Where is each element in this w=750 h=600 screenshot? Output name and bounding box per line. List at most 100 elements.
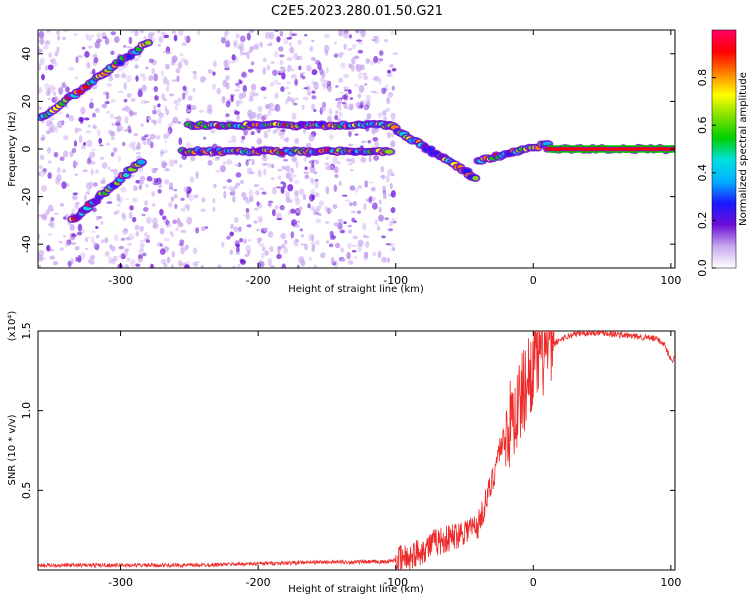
heat-speck bbox=[229, 191, 236, 196]
heat-speck bbox=[258, 218, 263, 224]
heat-speck bbox=[350, 210, 357, 214]
heat-speck bbox=[256, 113, 260, 120]
heat-speck bbox=[389, 242, 396, 248]
heat-speck bbox=[183, 186, 189, 193]
heat-speck bbox=[311, 103, 316, 111]
spectrogram-x-label: Height of straight line (km) bbox=[288, 284, 424, 295]
heat-speck bbox=[347, 229, 353, 234]
heat-speck bbox=[383, 116, 388, 122]
heat-speck bbox=[348, 63, 352, 69]
heat-speck bbox=[341, 94, 348, 100]
heat-speck bbox=[65, 86, 70, 93]
heat-speck bbox=[351, 244, 358, 248]
heat-speck bbox=[129, 110, 134, 117]
heat-speck bbox=[296, 55, 301, 61]
heat-speck bbox=[223, 59, 228, 68]
heat-speck bbox=[226, 39, 230, 42]
heat-speck bbox=[47, 97, 51, 101]
heat-speck bbox=[273, 79, 279, 85]
heat-speck bbox=[95, 107, 100, 113]
heat-speck bbox=[265, 31, 271, 40]
heat-speck bbox=[107, 166, 111, 171]
heat-speck bbox=[47, 160, 52, 164]
heat-speck bbox=[321, 106, 326, 112]
heat-speck bbox=[186, 141, 191, 149]
heat-speck bbox=[192, 87, 196, 93]
heat-speck bbox=[156, 30, 161, 34]
heat-speck bbox=[230, 187, 235, 192]
heat-speck bbox=[258, 202, 263, 209]
heat-speck bbox=[38, 233, 41, 240]
heat-speck bbox=[291, 156, 298, 163]
heat-speck bbox=[145, 134, 151, 137]
heat-speck bbox=[46, 244, 51, 252]
heat-speck bbox=[377, 112, 383, 119]
heat-speck bbox=[296, 220, 301, 224]
heat-speck bbox=[48, 52, 53, 58]
heat-speck bbox=[74, 173, 78, 176]
heat-speck bbox=[294, 137, 300, 144]
heat-speck bbox=[385, 174, 390, 183]
heat-speck bbox=[143, 142, 147, 146]
heat-speck bbox=[262, 67, 267, 75]
heat-speck bbox=[262, 113, 268, 121]
heat-speck bbox=[42, 168, 47, 172]
heat-speck bbox=[286, 37, 292, 40]
heat-speck bbox=[169, 164, 174, 167]
heat-speck bbox=[362, 222, 367, 231]
heat-speck bbox=[332, 204, 338, 210]
heat-speck bbox=[267, 258, 273, 266]
heat-speck bbox=[252, 92, 259, 97]
heat-speck bbox=[47, 64, 54, 71]
heat-speck bbox=[370, 90, 377, 93]
heat-speck bbox=[234, 89, 240, 92]
spectrogram-y-ticks: -40 -20 0 20 40 bbox=[20, 47, 675, 253]
heat-speck bbox=[347, 242, 352, 249]
heat-speck bbox=[310, 205, 315, 212]
heat-speck bbox=[336, 161, 341, 165]
heat-speck bbox=[140, 30, 144, 34]
heat-speck bbox=[231, 54, 236, 61]
heat-speck bbox=[148, 58, 154, 63]
heat-speck bbox=[294, 196, 300, 202]
heat-speck bbox=[308, 256, 312, 261]
heat-speck bbox=[283, 239, 288, 245]
heat-speck bbox=[391, 85, 396, 91]
heat-speck bbox=[320, 252, 326, 259]
heat-speck bbox=[93, 57, 99, 64]
heat-speck bbox=[86, 139, 93, 147]
heat-speck bbox=[43, 44, 49, 50]
heat-speck bbox=[250, 131, 255, 136]
heat-speck bbox=[327, 115, 332, 123]
heat-speck bbox=[321, 101, 327, 108]
heat-speck bbox=[238, 42, 245, 50]
heat-speck bbox=[236, 113, 240, 121]
heat-speck bbox=[84, 50, 90, 58]
heat-speck bbox=[225, 100, 231, 108]
heat-speck bbox=[141, 213, 146, 217]
heat-speck bbox=[59, 202, 65, 207]
heat-speck bbox=[360, 30, 366, 38]
heat-speck bbox=[62, 150, 69, 158]
heat-speck bbox=[371, 202, 378, 210]
heat-speck bbox=[293, 179, 300, 185]
heat-speck bbox=[164, 168, 170, 172]
heat-speck bbox=[130, 259, 136, 267]
heat-speck bbox=[70, 257, 74, 265]
heat-speck bbox=[150, 32, 156, 36]
heat-speck bbox=[179, 222, 184, 228]
heat-speck bbox=[315, 205, 322, 210]
heat-speck bbox=[144, 232, 148, 237]
heat-speck bbox=[38, 30, 45, 39]
heat-speck bbox=[174, 105, 178, 111]
heat-speck bbox=[387, 131, 392, 139]
heat-speck bbox=[390, 30, 394, 36]
heat-speck bbox=[53, 212, 60, 215]
heat-speck bbox=[233, 41, 238, 48]
snr-y-label: SNR (10 * v/v) bbox=[7, 414, 18, 485]
heat-speck bbox=[370, 196, 376, 202]
heat-speck bbox=[302, 128, 307, 134]
x-tick-label: -100 bbox=[383, 274, 408, 287]
heat-speck bbox=[100, 179, 106, 185]
heat-speck bbox=[142, 76, 147, 82]
